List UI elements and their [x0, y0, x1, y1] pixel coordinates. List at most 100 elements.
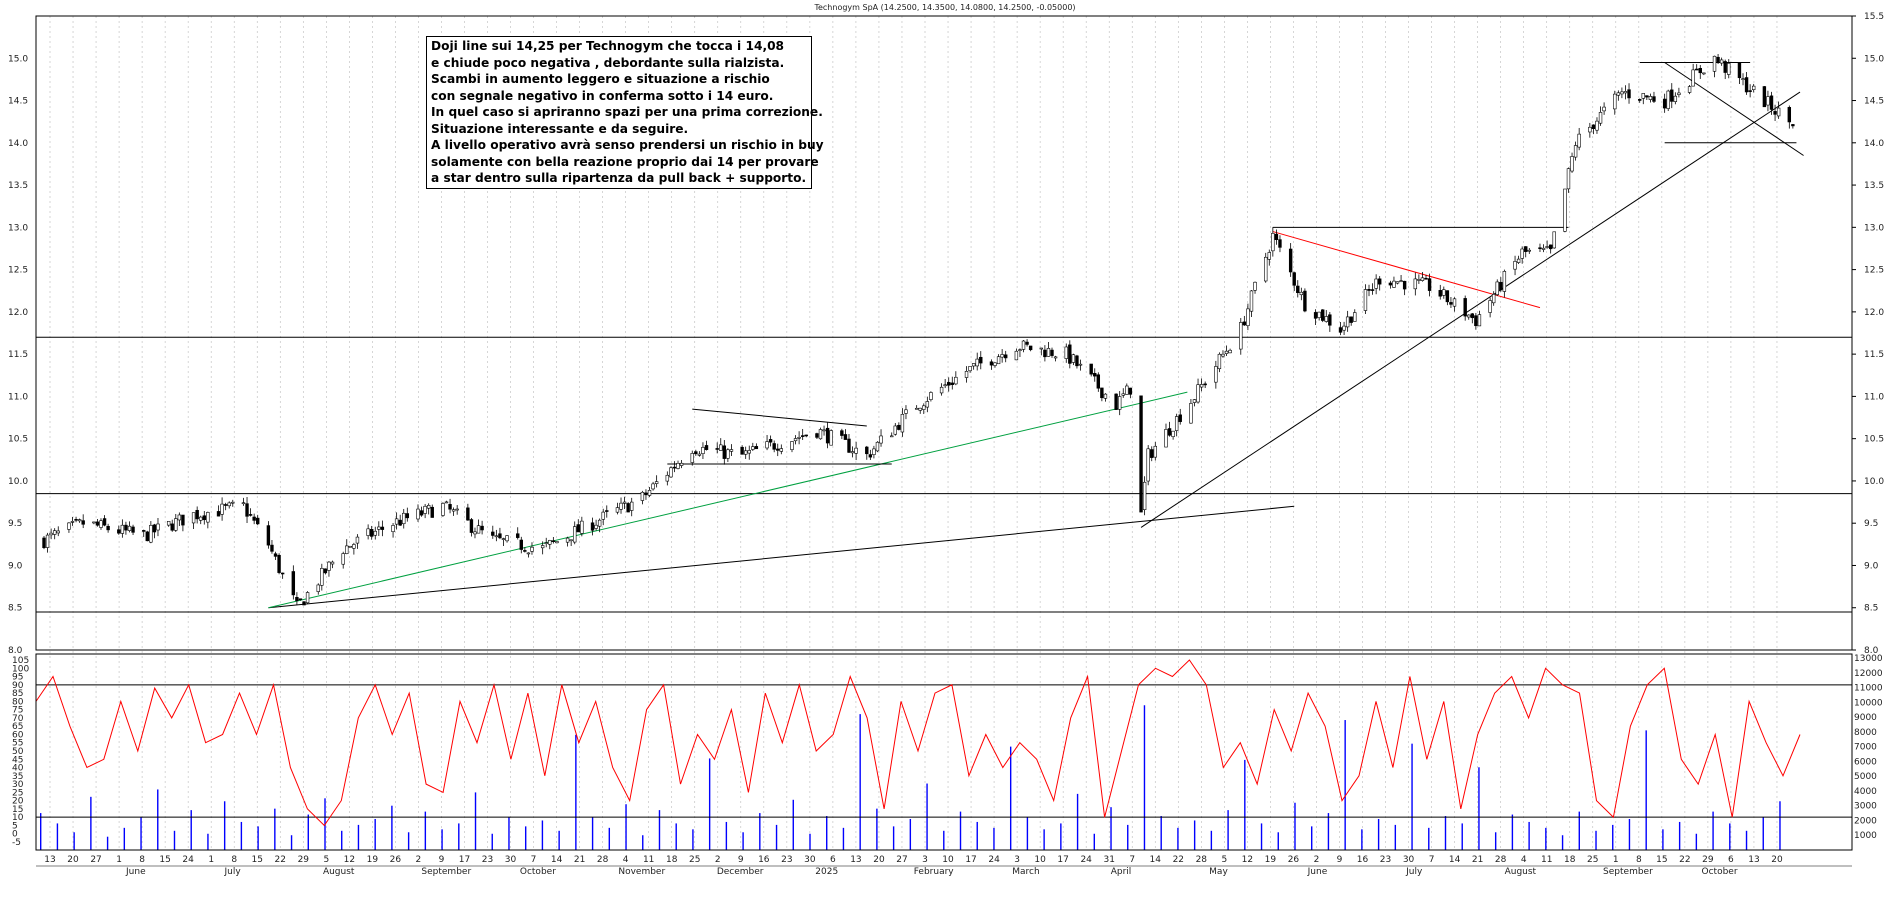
candle-body: [270, 544, 274, 552]
volume-bar: [826, 816, 828, 850]
oscillator-tick-label: 5: [12, 821, 18, 831]
volume-bar: [541, 820, 544, 850]
price-tick-label: 14.0: [8, 139, 28, 149]
candle-body: [594, 524, 598, 529]
candle-body: [1192, 399, 1197, 403]
candle-body: [1121, 393, 1125, 396]
candle-body: [605, 510, 609, 512]
candle-body: [726, 449, 730, 459]
oscillator-line: [35, 659, 1852, 827]
x-day-label: 10: [1034, 855, 1046, 865]
x-day-label: 20: [67, 855, 79, 865]
x-day-label: 8: [1636, 855, 1642, 865]
oscillator-tick-label: 80: [12, 697, 24, 707]
x-month-label: June: [1307, 867, 1328, 877]
candle-body: [455, 508, 459, 511]
candle-body: [989, 361, 994, 366]
annotation-line: con segnale negativo in conferma sotto i…: [431, 88, 774, 103]
candle-body: [822, 429, 826, 432]
volume-bar: [876, 808, 878, 850]
axes: 8.0 8.5 9.0 9.5 10.0 10.5 11.0 11.5 12.0 12.5 13.0…: [8, 12, 1884, 877]
oscillator-tick-label: 55: [12, 739, 23, 749]
candle-body: [1591, 124, 1596, 130]
annotation-line: a star dentro sulla ripartenza da pull b…: [431, 171, 807, 185]
x-day-label: 5: [323, 855, 329, 865]
candle-body: [1117, 396, 1122, 410]
candle-body: [815, 433, 819, 438]
candle-body: [590, 522, 595, 531]
candle-body: [1189, 403, 1193, 424]
candle-body: [1167, 428, 1172, 436]
candle-body: [1677, 92, 1681, 95]
candle-body: [719, 444, 723, 451]
volume-bar: [508, 817, 510, 850]
flag-upper-line: [692, 408, 867, 427]
candle-body: [765, 441, 769, 449]
x-day-label: 13: [44, 855, 55, 865]
candle-body: [555, 541, 559, 544]
price-tick-label: 15.5: [1864, 12, 1884, 22]
candle-body: [352, 544, 356, 549]
candle-body: [1224, 350, 1229, 354]
candle-body: [929, 392, 933, 400]
price-tick-label: 11.5: [8, 350, 28, 360]
candle-body: [170, 523, 174, 531]
candle-body: [252, 516, 256, 521]
candle-body: [601, 511, 605, 520]
x-day-label: 22: [1679, 855, 1690, 865]
volume-tick-label: 12000: [1854, 669, 1883, 679]
volume-bar: [1076, 793, 1079, 850]
candle-body: [298, 598, 303, 601]
candle-body: [280, 572, 285, 575]
candle-body: [1577, 133, 1581, 148]
x-month-label: July: [223, 867, 241, 877]
volume-bar: [1612, 824, 1614, 850]
candle-body: [177, 514, 182, 521]
candle-body: [1620, 91, 1624, 95]
x-day-label: 14: [1150, 855, 1162, 865]
x-day-label: 19: [1265, 855, 1277, 865]
oscillator-tick-label: 90: [12, 681, 24, 691]
annotation-line: solamente con bella reazione proprio dai…: [431, 154, 819, 169]
candle-body: [469, 519, 474, 533]
candle-body: [865, 446, 869, 455]
price-tick-label: 12.0: [1864, 308, 1884, 318]
candle-body: [142, 530, 146, 532]
chart-grid: [49, 16, 1778, 850]
candle-body: [1324, 316, 1328, 322]
candle-body: [1527, 249, 1531, 252]
x-day-label: 27: [90, 855, 101, 865]
candle-body: [825, 427, 830, 444]
candle-body: [768, 439, 773, 443]
candle-body: [1638, 99, 1642, 101]
volume-bar: [1494, 832, 1497, 850]
volume-bar: [1227, 810, 1229, 850]
candle-body: [1164, 429, 1168, 448]
volume-bar: [1545, 827, 1547, 850]
volume-bar: [976, 821, 978, 850]
candle-body: [1142, 481, 1147, 510]
candle-body: [1524, 246, 1528, 252]
candle-body: [245, 503, 249, 517]
candle-body: [156, 523, 160, 531]
candle-body: [1766, 96, 1770, 106]
x-day-label: 2: [1314, 855, 1320, 865]
candle-body: [626, 503, 630, 513]
candle-body: [1470, 313, 1475, 319]
candle-body: [74, 519, 78, 521]
candle-body: [1242, 321, 1247, 326]
x-day-label: 23: [482, 855, 493, 865]
candle-body: [580, 520, 584, 534]
candle-body: [152, 524, 157, 533]
volume-bar: [608, 827, 611, 850]
volume-bar: [1009, 746, 1012, 850]
candle-body: [690, 453, 694, 463]
candle-body: [640, 491, 645, 501]
candle-body: [1096, 374, 1101, 389]
volume-bar: [1127, 824, 1129, 850]
candle-body: [1595, 120, 1599, 131]
candle-body: [551, 540, 556, 542]
x-day-label: 21: [1472, 855, 1483, 865]
candle-body: [979, 356, 983, 364]
candle-body: [1217, 353, 1222, 370]
